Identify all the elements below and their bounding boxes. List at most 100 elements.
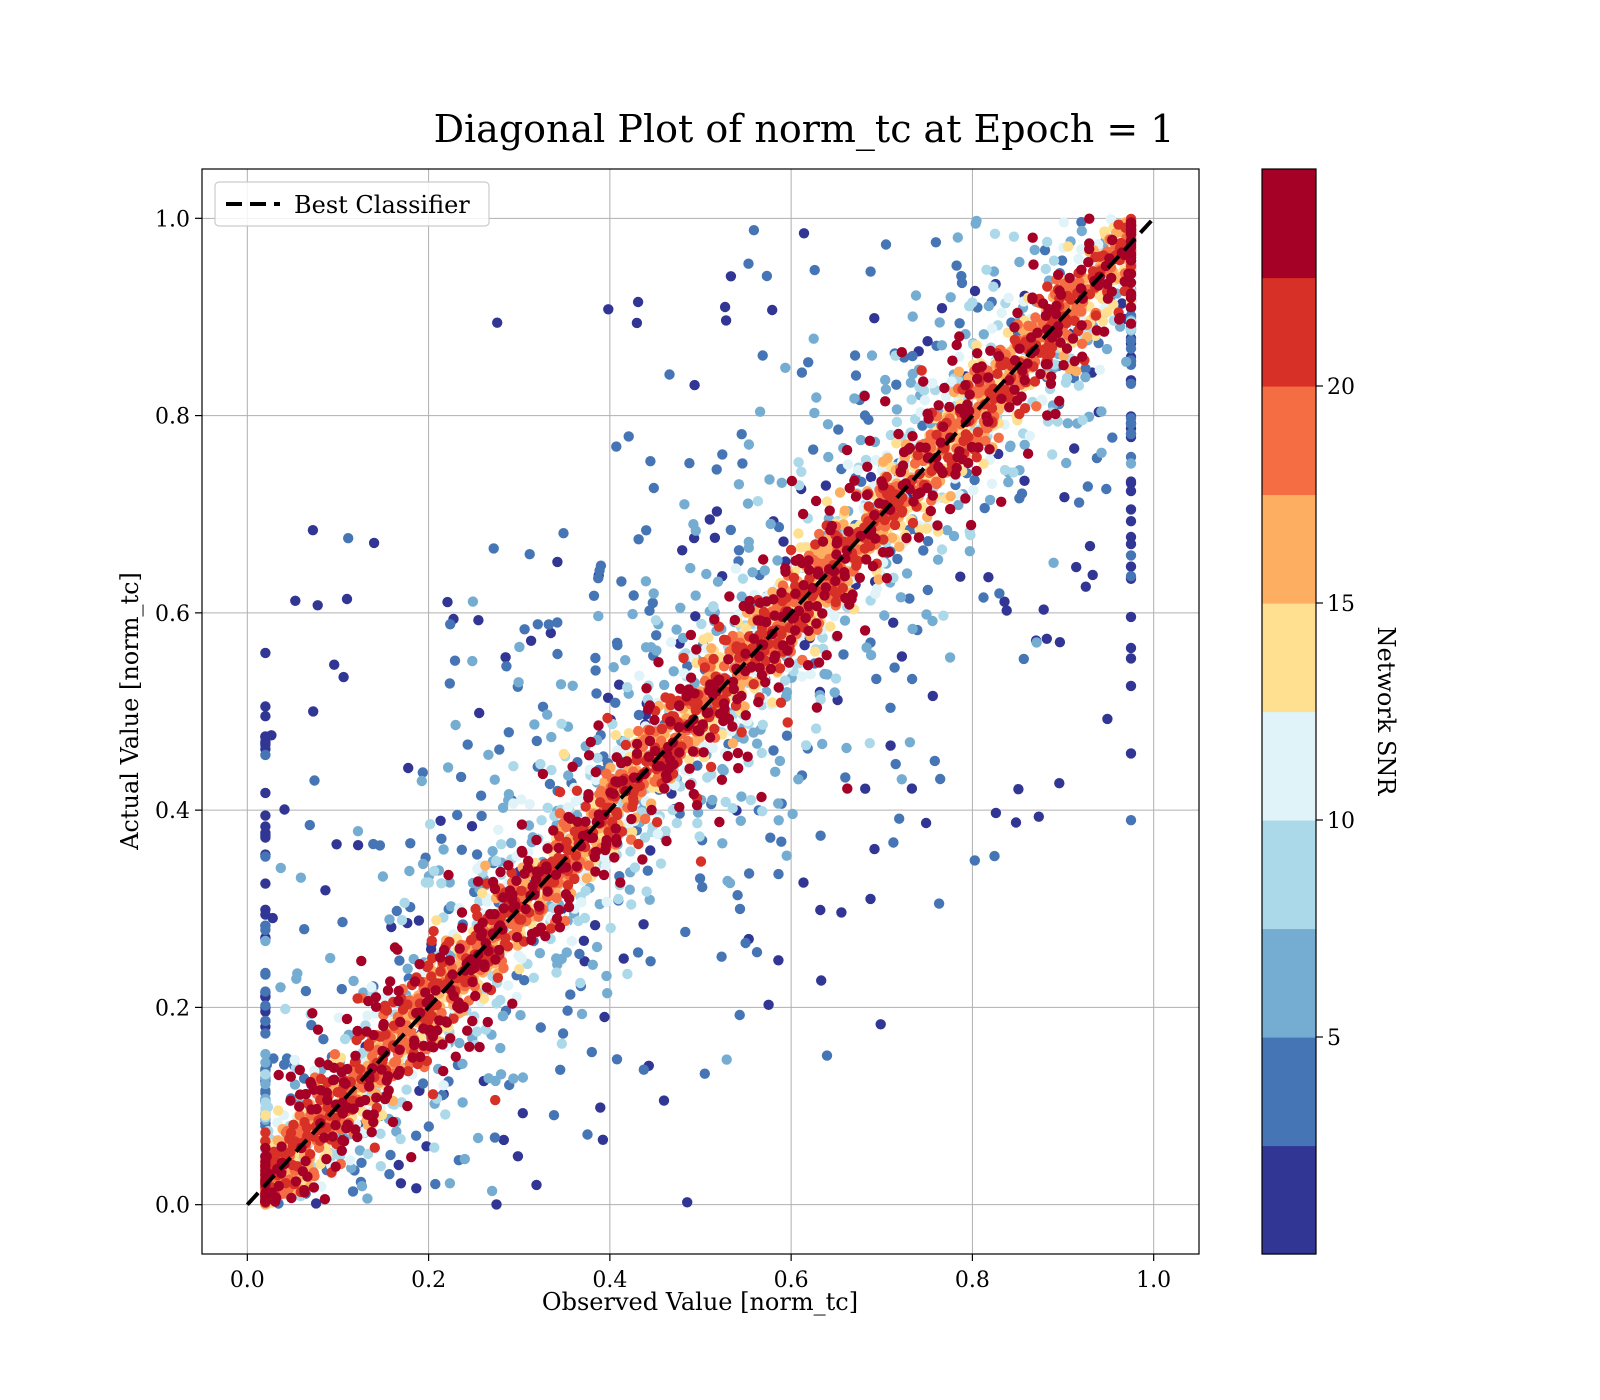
scatter-point bbox=[888, 617, 899, 628]
scatter-point bbox=[1080, 363, 1091, 374]
scatter-point bbox=[776, 836, 787, 847]
scatter-point bbox=[727, 721, 738, 732]
scatter-point bbox=[519, 975, 530, 986]
scatter-point bbox=[455, 771, 467, 783]
scatter-point bbox=[260, 920, 271, 931]
scatter-point bbox=[711, 506, 723, 517]
scatter-point bbox=[615, 877, 626, 888]
scatter-point bbox=[590, 866, 601, 877]
scatter-point bbox=[645, 845, 656, 856]
scatter-point bbox=[685, 562, 696, 574]
scatter-point bbox=[705, 761, 717, 773]
scatter-point bbox=[404, 865, 415, 877]
scatter-point bbox=[308, 1182, 320, 1193]
scatter-point bbox=[648, 482, 659, 494]
scatter-point bbox=[267, 912, 278, 924]
scatter-point bbox=[1009, 334, 1020, 345]
scatter-point bbox=[476, 810, 487, 822]
scatter-point bbox=[983, 572, 994, 583]
scatter-point bbox=[341, 593, 353, 605]
scatter-point bbox=[1014, 256, 1025, 268]
scatter-point bbox=[1048, 255, 1060, 266]
scatter-point bbox=[474, 707, 485, 719]
scatter-point bbox=[765, 832, 776, 843]
scatter-point bbox=[976, 361, 987, 372]
scatter-point bbox=[951, 260, 962, 271]
scatter-point bbox=[1125, 504, 1137, 515]
scatter-point bbox=[310, 1198, 322, 1209]
scatter-point bbox=[427, 1089, 439, 1100]
scatter-point bbox=[659, 679, 670, 691]
scatter-point bbox=[384, 1169, 395, 1180]
scatter-point bbox=[329, 1049, 341, 1060]
scatter-point bbox=[820, 480, 832, 491]
scatter-point bbox=[895, 592, 907, 603]
scatter-point bbox=[1080, 372, 1091, 383]
scatter-point bbox=[891, 438, 902, 449]
scatter-point bbox=[443, 869, 454, 881]
scatter-point bbox=[776, 587, 787, 598]
scatter-point bbox=[430, 1178, 441, 1190]
scatter-point bbox=[927, 378, 938, 389]
scatter-point bbox=[1116, 238, 1128, 249]
scatter-point bbox=[945, 503, 956, 515]
scatter-point bbox=[371, 1092, 382, 1103]
scatter-point bbox=[508, 761, 519, 772]
scatter-point bbox=[321, 1153, 332, 1165]
scatter-point bbox=[777, 595, 788, 607]
scatter-point bbox=[1073, 497, 1085, 508]
scatter-point bbox=[1082, 481, 1094, 492]
scatter-point bbox=[314, 1057, 325, 1068]
scatter-point bbox=[410, 1130, 422, 1141]
scatter-point bbox=[933, 898, 945, 909]
scatter-point bbox=[294, 1101, 305, 1112]
scatter-point bbox=[954, 318, 965, 329]
scatter-point bbox=[510, 900, 521, 912]
scatter-point bbox=[992, 368, 1003, 379]
scatter-point bbox=[432, 1025, 443, 1036]
scatter-point bbox=[260, 647, 271, 659]
scatter-point bbox=[428, 865, 440, 877]
scatter-point bbox=[861, 489, 873, 501]
scatter-point bbox=[417, 767, 428, 778]
scatter-point bbox=[337, 916, 348, 928]
scatter-point bbox=[829, 566, 840, 577]
scatter-point bbox=[516, 885, 527, 896]
scatter-point bbox=[526, 928, 538, 939]
scatter-point bbox=[396, 915, 408, 926]
scatter-point bbox=[514, 964, 525, 975]
scatter-point bbox=[1055, 337, 1066, 348]
scatter-point bbox=[628, 590, 639, 601]
scatter-point bbox=[697, 881, 708, 893]
scatter-point bbox=[308, 706, 319, 717]
scatter-point bbox=[690, 704, 702, 715]
scatter-point bbox=[273, 1069, 284, 1081]
scatter-point bbox=[383, 1085, 394, 1096]
scatter-point bbox=[938, 610, 949, 621]
scatter-point bbox=[934, 317, 945, 328]
scatter-point bbox=[611, 833, 622, 845]
scatter-point bbox=[1040, 263, 1052, 275]
scatter-point bbox=[1076, 244, 1087, 255]
scatter-point bbox=[496, 839, 507, 850]
scatter-point bbox=[820, 582, 831, 593]
scatter-point bbox=[808, 333, 819, 344]
scatter-point bbox=[403, 762, 414, 774]
scatter-point bbox=[822, 669, 833, 680]
scatter-point bbox=[704, 514, 715, 525]
scatter-point bbox=[503, 727, 514, 738]
scatter-point bbox=[553, 842, 564, 854]
scatter-point bbox=[773, 868, 784, 880]
scatter-point bbox=[651, 817, 663, 828]
scatter-point bbox=[417, 1078, 429, 1089]
scatter-point bbox=[457, 1097, 468, 1108]
scatter-point bbox=[535, 1022, 546, 1033]
scatter-point bbox=[262, 1101, 274, 1113]
scatter-point bbox=[634, 780, 645, 792]
scatter-point bbox=[616, 576, 627, 587]
scatter-point bbox=[356, 1181, 368, 1192]
scatter-point bbox=[880, 384, 892, 395]
scatter-point bbox=[684, 754, 695, 765]
scatter-point bbox=[260, 749, 271, 761]
scatter-point bbox=[516, 794, 527, 805]
